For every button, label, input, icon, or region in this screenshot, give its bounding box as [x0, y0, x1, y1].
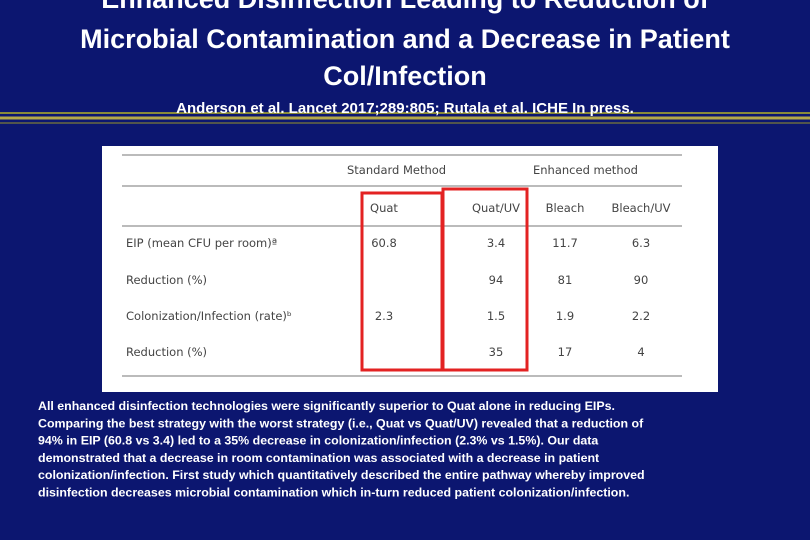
table: Standard Method Enhanced method Quat Quat/U…: [122, 154, 682, 377]
body-text: All enhanced disinfection technologies w…: [38, 399, 645, 500]
cell: 90: [634, 273, 649, 287]
row-label: Colonization/Infection (rate)ᵇ: [126, 309, 292, 323]
group-header: Standard Method: [347, 163, 446, 177]
subtitle: Anderson et al. Lancet 2017;289:805; Rut…: [176, 100, 634, 117]
cell: 2.3: [375, 309, 393, 323]
body-line: 94% in EIP (60.8 vs 3.4) led to a 35% de…: [38, 434, 598, 448]
column-header: Bleach/UV: [612, 201, 671, 215]
cell: 1.9: [556, 309, 574, 323]
cell: 6.3: [632, 236, 650, 250]
cell: 4: [637, 345, 644, 359]
cell: 94: [489, 273, 504, 287]
body-line: All enhanced disinfection technologies w…: [38, 399, 615, 413]
row-label: EIP (mean CFU per room)ª: [126, 236, 277, 250]
body-line: Comparing the best strategy with the wor…: [38, 416, 644, 430]
column-header: Quat: [370, 201, 398, 215]
cell: 81: [558, 273, 573, 287]
title-line: Microbial Contamination and a Decrease i…: [80, 24, 730, 54]
row-label: Reduction (%): [126, 273, 207, 287]
column-header: Quat/UV: [472, 201, 520, 215]
column-header: Bleach: [546, 201, 585, 215]
cell: 2.2: [632, 309, 650, 323]
highlight-box: [441, 187, 529, 372]
cell: 11.7: [552, 236, 578, 250]
table-image: [102, 146, 718, 392]
row-label: Reduction (%): [126, 345, 207, 359]
cell: 3.4: [487, 236, 505, 250]
group-header: Enhanced method: [533, 163, 638, 177]
body-line: demonstrated that a decrease in room con…: [38, 451, 599, 465]
body-line: disinfection decreases microbial contami…: [38, 486, 629, 500]
cell: 35: [489, 345, 504, 359]
body-line: colonization/infection. First study whic…: [38, 468, 645, 482]
title-line: Col/Infection: [323, 61, 487, 91]
cell: 60.8: [371, 236, 397, 250]
title-line: Enhanced Disinfection Leading to Reducti…: [101, 0, 710, 14]
cell: 1.5: [487, 309, 505, 323]
cell: 17: [558, 345, 573, 359]
